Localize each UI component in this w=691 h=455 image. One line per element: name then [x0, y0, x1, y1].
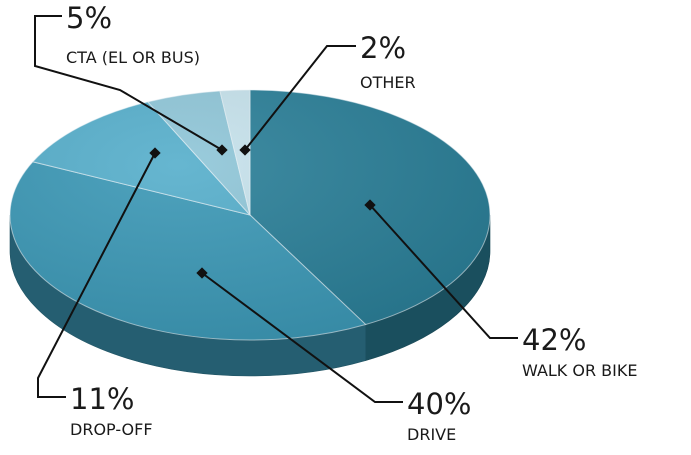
category-label-walk-or-bike: WALK OR BIKE — [522, 361, 637, 380]
leader-marker-other — [239, 144, 251, 156]
category-label-drop-off: DROP-OFF — [70, 420, 153, 439]
leader-line-cta-el-or-bus — [34, 15, 223, 151]
leader-marker-drop-off — [149, 147, 161, 159]
category-label-cta-el-or-bus: CTA (EL OR BUS) — [66, 48, 200, 67]
leader-marker-cta-el-or-bus — [216, 144, 228, 156]
data-label-drop-off: 11% — [70, 382, 134, 416]
data-label-drive: 40% — [407, 387, 471, 421]
category-label-drive: DRIVE — [407, 425, 456, 444]
leader-line-other — [244, 45, 356, 151]
leader-marker-walk-or-bike — [364, 199, 376, 211]
leader-line-drop-off — [37, 152, 156, 398]
data-label-cta-el-or-bus: 5% — [66, 1, 112, 35]
pie-top-face — [9, 89, 491, 341]
leader-line-walk-or-bike — [369, 204, 518, 339]
pie-labels: 42% WALK OR BIKE 40% DRIVE 11% DROP-OFF 5% CTA … — [34, 1, 637, 444]
category-label-other: OTHER — [360, 73, 416, 92]
data-label-other: 2% — [360, 31, 406, 65]
leader-marker-drive — [196, 267, 208, 279]
data-label-walk-or-bike: 42% — [522, 323, 586, 357]
leader-line-drive — [201, 272, 403, 403]
